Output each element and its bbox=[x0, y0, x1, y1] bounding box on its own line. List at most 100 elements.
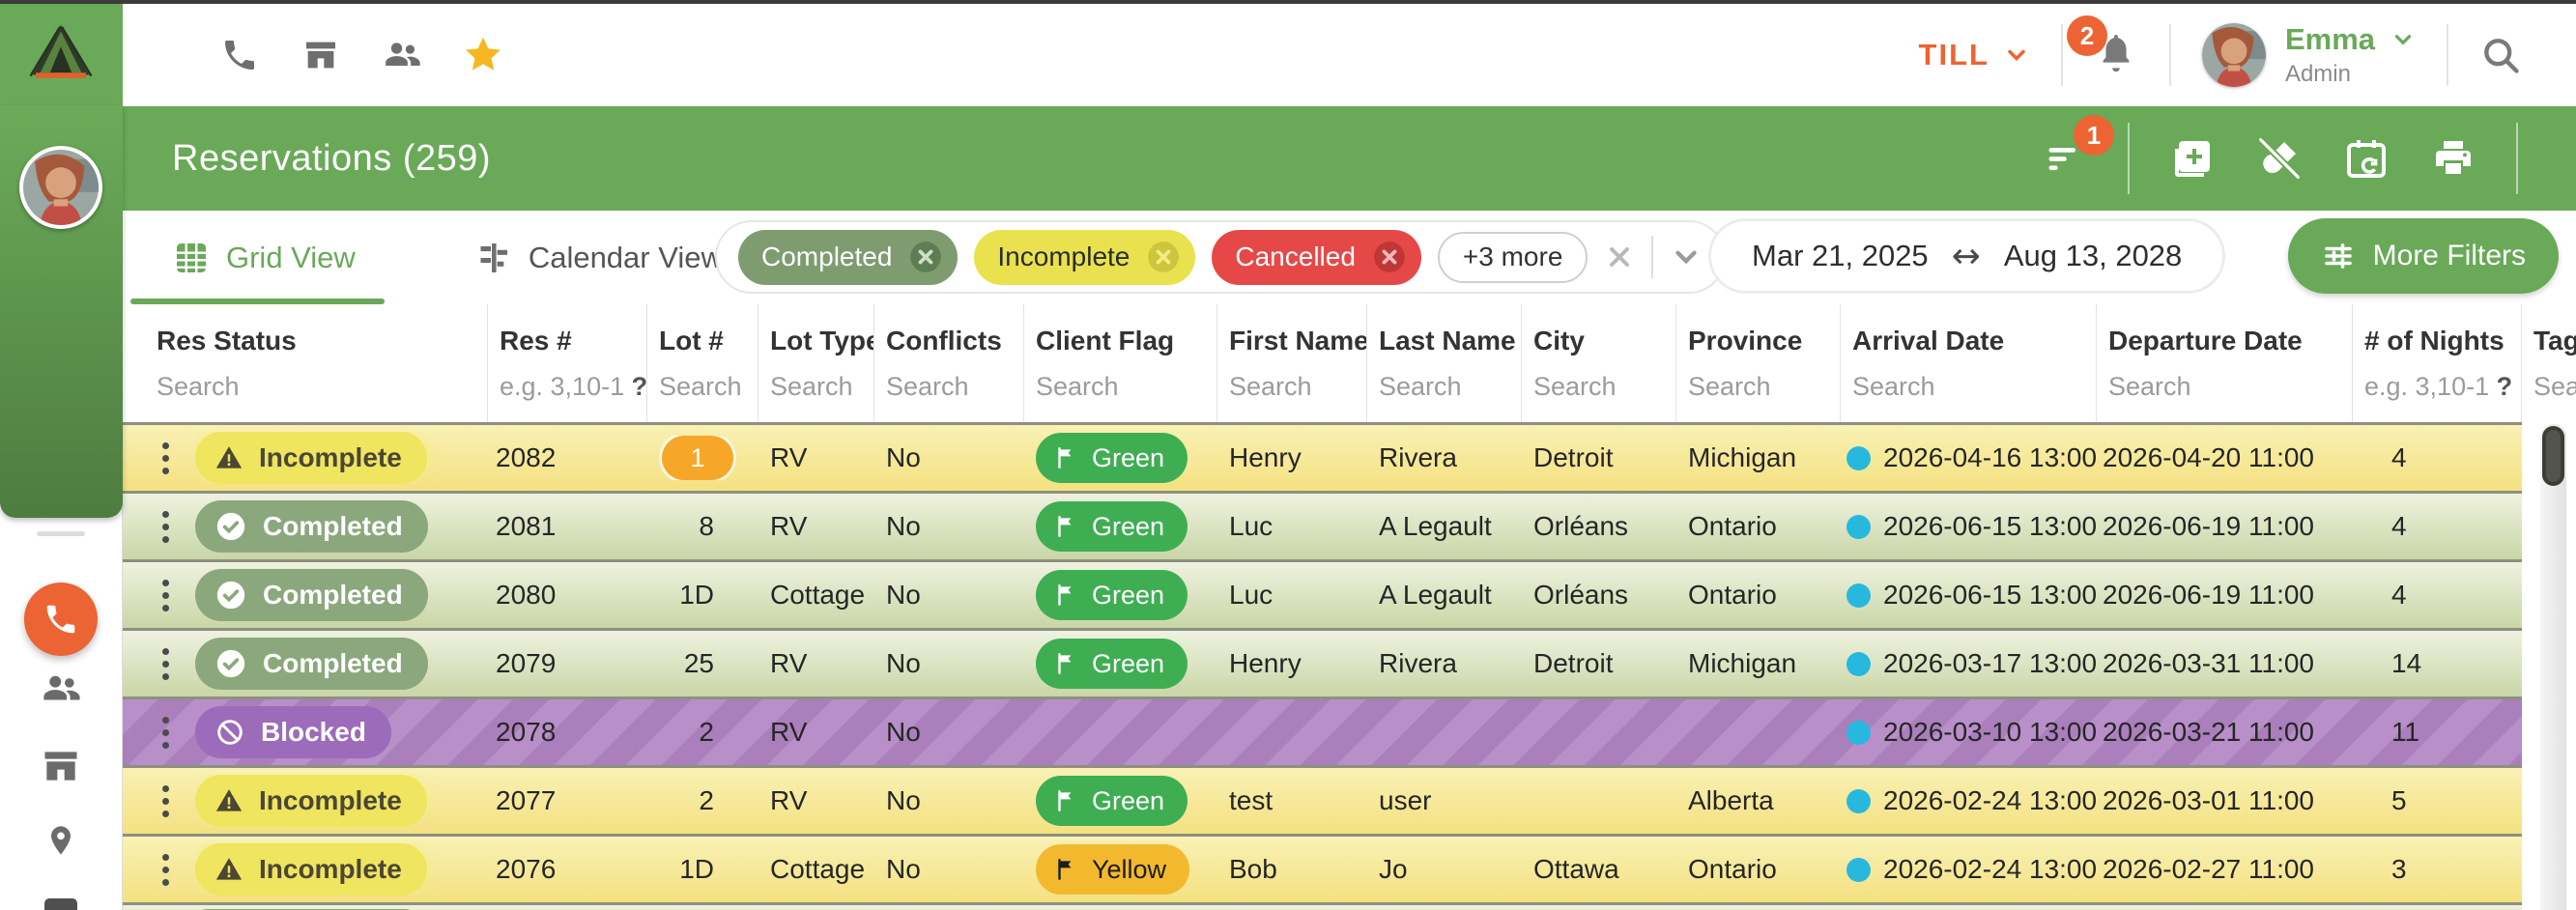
expand-filters-chevron[interactable] bbox=[1670, 241, 1703, 273]
city-cell: Ottawa bbox=[1533, 854, 1619, 884]
tab-grid-view[interactable]: Grid View bbox=[130, 211, 385, 304]
table-row[interactable]: Completed 2081 8 RV No Green Luc A Legau… bbox=[123, 491, 2522, 559]
column-departure-date: Departure Date Search bbox=[2097, 304, 2353, 422]
calendar-sync-icon bbox=[2347, 140, 2386, 178]
filter-chip-cancelled[interactable]: Cancelled bbox=[1212, 229, 1421, 285]
table-row[interactable]: Completed 2079 25 RV No Green Henry Rive… bbox=[123, 628, 2522, 697]
first-name-cell: Henry bbox=[1229, 442, 1302, 472]
arrival-date-cell: 2026-03-17 13:00 bbox=[1841, 648, 2097, 679]
remove-chip-icon[interactable] bbox=[1371, 239, 1408, 275]
column-label: Tags bbox=[2533, 326, 2576, 355]
client-flag-cell: Green bbox=[1024, 501, 1217, 552]
sidebar-store-icon[interactable] bbox=[40, 745, 82, 787]
client-flag-cell: Yellow bbox=[1024, 844, 1217, 895]
clear-filters-icon[interactable] bbox=[1604, 242, 1635, 272]
notifications-button[interactable]: 2 bbox=[2066, 15, 2138, 78]
table-row[interactable]: Incomplete 2076 1D Cottage No Yellow Bob… bbox=[123, 834, 2522, 902]
lot-number-cell: 8 bbox=[699, 511, 714, 541]
table-row-partial[interactable] bbox=[123, 902, 2522, 910]
nights-cell: 11 bbox=[2391, 717, 2420, 747]
province-cell: Ontario bbox=[1688, 580, 1777, 610]
column-client-flag: Client Flag Search bbox=[1024, 304, 1217, 422]
column-label: Lot # bbox=[659, 326, 724, 355]
flag-badge-green: Green bbox=[1036, 776, 1188, 826]
till-dropdown[interactable]: TILL bbox=[1919, 38, 2030, 72]
vertical-scrollbar[interactable] bbox=[2540, 424, 2566, 910]
column-search-input[interactable]: Search bbox=[1229, 372, 1312, 401]
column-search-input[interactable]: e.g. 3,10-1 ? bbox=[2364, 372, 2513, 401]
filter-lines-icon bbox=[2048, 148, 2075, 171]
topbar-favorites-button[interactable] bbox=[462, 34, 504, 76]
sidebar-avatar[interactable] bbox=[19, 146, 102, 230]
sidebar-clients-icon[interactable] bbox=[39, 668, 83, 710]
column-lot-number: Lot # Search bbox=[647, 304, 758, 422]
column-search-input[interactable]: Search bbox=[1379, 372, 1462, 401]
print-button[interactable] bbox=[2429, 134, 2477, 183]
column-search-input[interactable]: Search bbox=[1036, 372, 1119, 401]
calendar-sync-button[interactable] bbox=[2342, 134, 2390, 183]
status-badge-blocked: Blocked bbox=[195, 706, 391, 758]
table-row[interactable]: Incomplete 2077 2 RV No Green test user … bbox=[123, 765, 2522, 834]
tab-calendar-view[interactable]: Calendar View bbox=[433, 211, 752, 304]
sliders-icon bbox=[2324, 242, 2352, 270]
table-row[interactable]: Completed 2080 1D Cottage No Green Luc A… bbox=[123, 559, 2522, 628]
more-filters-label: More Filters bbox=[2372, 240, 2526, 271]
nights-cell: 3 bbox=[2391, 854, 2407, 884]
table-row[interactable]: Incomplete 2082 1 RV No Green Henry Rive… bbox=[123, 422, 2522, 491]
chevron-down-icon bbox=[2394, 35, 2412, 45]
row-menu-button[interactable] bbox=[157, 780, 175, 823]
filter-chip-incomplete[interactable]: Incomplete bbox=[974, 229, 1196, 285]
topbar-clients-button[interactable] bbox=[381, 34, 423, 76]
first-name-cell: Luc bbox=[1229, 580, 1274, 610]
more-chips-button[interactable]: +3 more bbox=[1437, 231, 1589, 283]
sidebar-divider bbox=[37, 531, 85, 537]
lot-number-cell: 2 bbox=[699, 785, 714, 815]
active-filters-button[interactable]: 1 bbox=[2041, 115, 2114, 183]
more-filters-button[interactable]: More Filters bbox=[2287, 218, 2559, 294]
search-hint[interactable]: ? bbox=[2496, 372, 2513, 401]
table-row[interactable]: Blocked 2078 2 RV No 2026-03-10 13:00 20… bbox=[123, 697, 2522, 765]
sidebar-map-icon[interactable] bbox=[42, 822, 80, 865]
status-badge-incomplete: Incomplete bbox=[195, 775, 427, 827]
user-menu[interactable]: Emma Admin bbox=[2201, 22, 2416, 87]
topbar-phone-button[interactable] bbox=[218, 34, 261, 76]
column-search-input[interactable]: Search bbox=[157, 372, 240, 401]
client-flag-cell: Green bbox=[1024, 639, 1217, 689]
status-badge-incomplete: Incomplete bbox=[195, 432, 427, 484]
column-search-input[interactable]: Search bbox=[1533, 372, 1617, 401]
column-search-input[interactable]: Search bbox=[1852, 372, 1935, 401]
res-status-cell: Completed bbox=[195, 638, 488, 690]
column-search-input[interactable]: Search bbox=[2108, 372, 2191, 401]
conflicts-cell: No bbox=[886, 785, 921, 815]
row-menu-button[interactable] bbox=[157, 848, 175, 892]
column-first-name: First Name Search bbox=[1217, 304, 1367, 422]
column-search-input[interactable]: e.g. 3,10-1 ? bbox=[500, 372, 647, 401]
add-reservation-button[interactable] bbox=[2168, 134, 2217, 183]
client-flag-cell: Green bbox=[1024, 776, 1217, 826]
row-menu-button[interactable] bbox=[157, 437, 175, 480]
topbar-store-button[interactable] bbox=[300, 34, 342, 76]
conflicts-cell: No bbox=[886, 717, 921, 747]
column-search-input[interactable]: Search bbox=[2533, 372, 2576, 401]
chevron-down-icon bbox=[2008, 49, 2025, 61]
search-hint[interactable]: ? bbox=[631, 372, 647, 401]
row-menu-button[interactable] bbox=[157, 505, 175, 549]
remove-chip-icon[interactable] bbox=[907, 239, 944, 275]
clear-off-button[interactable] bbox=[2255, 134, 2304, 183]
app-logo[interactable] bbox=[0, 0, 123, 106]
row-menu-button[interactable] bbox=[157, 711, 175, 754]
remove-chip-icon[interactable] bbox=[1145, 239, 1182, 275]
column-search-input[interactable]: Search bbox=[659, 372, 742, 401]
phone-fab-button[interactable] bbox=[24, 583, 98, 656]
grid-icon bbox=[177, 242, 206, 272]
global-search-button[interactable] bbox=[2479, 34, 2522, 76]
row-menu-button[interactable] bbox=[157, 574, 175, 617]
column-search-input[interactable]: Search bbox=[770, 372, 853, 401]
scrollbar-thumb[interactable] bbox=[2542, 426, 2564, 486]
row-menu-button[interactable] bbox=[157, 642, 175, 686]
res-status-cell: Blocked bbox=[195, 706, 488, 758]
filter-chip-completed[interactable]: Completed bbox=[738, 229, 959, 285]
date-range-picker[interactable]: Mar 21, 2025 ↔ Aug 13, 2028 bbox=[1708, 218, 2226, 294]
column-search-input[interactable]: Search bbox=[1688, 372, 1771, 401]
column-search-input[interactable]: Search bbox=[886, 372, 969, 401]
